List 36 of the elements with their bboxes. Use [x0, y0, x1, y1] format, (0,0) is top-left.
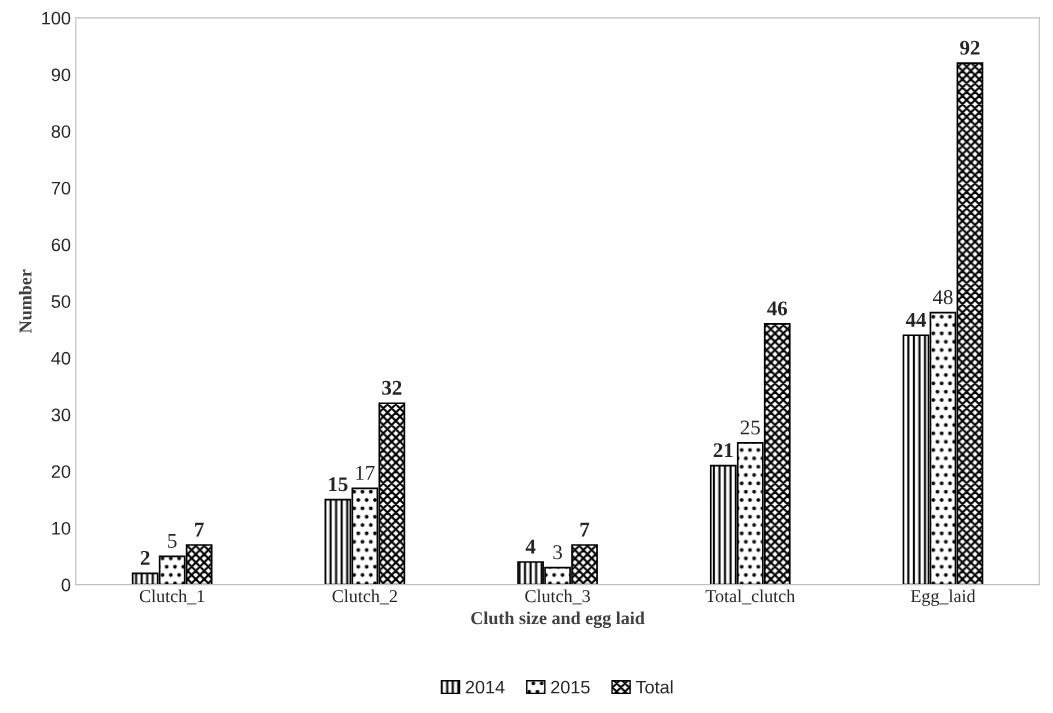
x-tick-label: Clutch_1 [139, 589, 205, 605]
y-tick-label: 10 [52, 521, 71, 535]
x-tick-label: Total_clutch [705, 589, 796, 605]
y-tick-label: 50 [51, 295, 71, 308]
data-label: 7 [195, 522, 204, 537]
data-label: 92 [960, 40, 980, 55]
data-label: 15 [329, 477, 348, 492]
x-tick-label: Clutch_3 [525, 589, 590, 605]
y-axis-title: Number [18, 269, 32, 333]
legend-label: Total [635, 680, 673, 694]
y-tick-label: 90 [51, 68, 71, 82]
legend-label: 2014 [465, 680, 505, 694]
y-tick-label: 40 [51, 351, 71, 365]
x-axis-title: Cluth size and egg laid [471, 611, 645, 629]
data-label: 7 [580, 522, 590, 537]
y-tick-label: 20 [51, 465, 71, 479]
y-tick-label: 100 [42, 11, 71, 25]
y-tick-label: 30 [51, 408, 71, 422]
data-label: 48 [932, 290, 953, 305]
data-label: 44 [905, 312, 927, 327]
y-tick-label: 70 [51, 181, 71, 195]
y-tick-label: 0 [61, 578, 71, 592]
data-label: 46 [767, 301, 788, 316]
data-label: 25 [740, 420, 760, 435]
data-label: 2 [140, 550, 150, 565]
data-label: 17 [356, 465, 375, 480]
data-label: 21 [713, 443, 733, 458]
y-tick-label: 60 [51, 238, 71, 252]
data-label: 4 [525, 539, 536, 554]
x-tick-label: Clutch_2 [332, 589, 397, 605]
x-tick-label: Egg_laid [910, 589, 976, 606]
data-label: 32 [382, 380, 402, 395]
data-label: 5 [168, 534, 177, 548]
data-label: 3 [553, 545, 562, 560]
legend-label: 2015 [551, 680, 590, 694]
y-tick-label: 80 [51, 125, 71, 138]
